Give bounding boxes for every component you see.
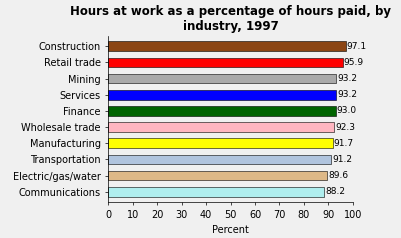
Bar — [108, 74, 336, 83]
Text: 89.6: 89.6 — [328, 171, 348, 180]
Text: 97.1: 97.1 — [347, 42, 367, 51]
Text: 93.2: 93.2 — [337, 90, 357, 99]
Bar — [108, 90, 336, 99]
Title: Hours at work as a percentage of hours paid, by
industry, 1997: Hours at work as a percentage of hours p… — [70, 5, 391, 33]
Bar — [108, 187, 324, 197]
Text: 88.2: 88.2 — [325, 187, 345, 196]
X-axis label: Percent: Percent — [212, 225, 249, 235]
Bar — [108, 139, 332, 148]
Text: 92.3: 92.3 — [335, 123, 355, 132]
Bar — [108, 106, 336, 116]
Text: 93.0: 93.0 — [337, 106, 357, 115]
Text: 95.9: 95.9 — [344, 58, 364, 67]
Bar — [108, 171, 328, 180]
Bar — [108, 58, 343, 67]
Bar — [108, 155, 331, 164]
Text: 91.2: 91.2 — [332, 155, 352, 164]
Text: 93.2: 93.2 — [337, 74, 357, 83]
Text: 91.7: 91.7 — [334, 139, 354, 148]
Bar — [108, 41, 346, 51]
Bar — [108, 122, 334, 132]
